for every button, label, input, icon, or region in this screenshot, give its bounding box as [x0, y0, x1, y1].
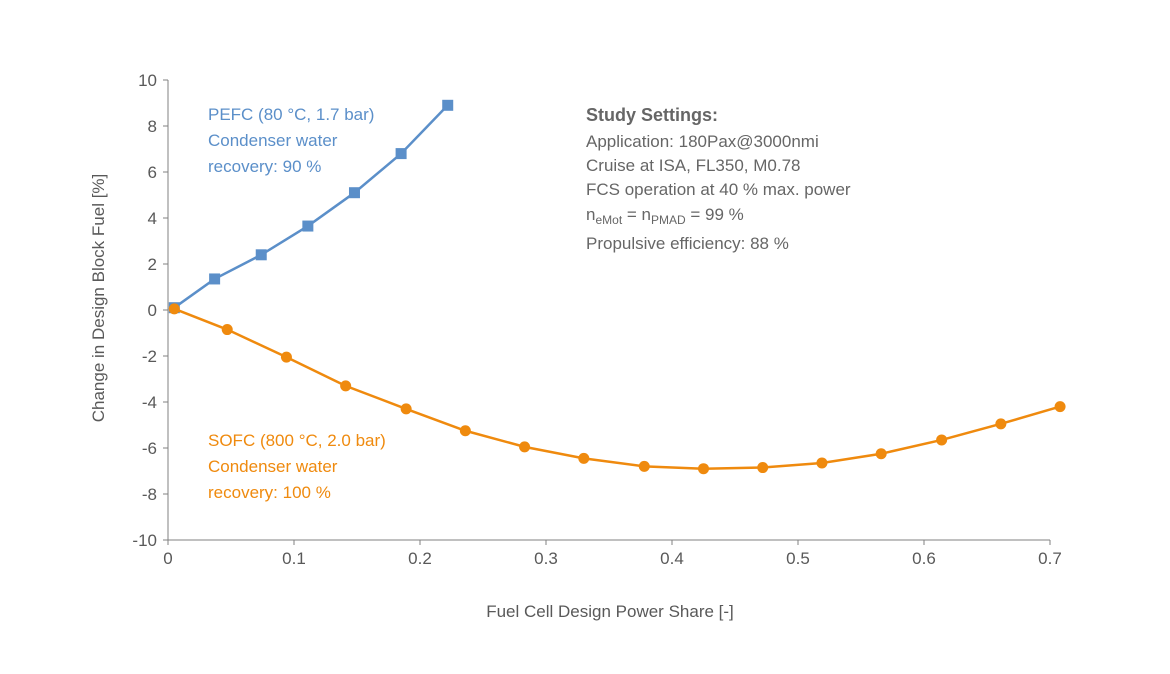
study-settings-line-2: Cruise at ISA, FL350, M0.78: [586, 156, 801, 175]
sofc-point: [280, 351, 292, 363]
pefc-point: [348, 187, 360, 199]
sofc-point: [1054, 401, 1066, 413]
y-tick-label: 2: [148, 255, 157, 274]
eff-value: = 99 %: [686, 205, 744, 224]
sofc-annotation-line-3: recovery: 100 %: [208, 483, 331, 502]
eff-n2: n: [642, 205, 651, 224]
eff-eq: =: [622, 205, 641, 224]
sofc-point: [638, 460, 650, 472]
pefc-point: [302, 220, 314, 232]
study-settings-line-3: FCS operation at 40 % max. power: [586, 180, 851, 199]
eff-sub2: PMAD: [651, 213, 686, 227]
pefc-annotation-line-1: PEFC (80 °C, 1.7 bar): [208, 105, 374, 124]
eff-n1: n: [586, 205, 595, 224]
sofc-point: [459, 425, 471, 437]
sofc-point: [519, 441, 531, 453]
eff-sub1: eMot: [595, 213, 622, 227]
y-tick-label: -10: [132, 531, 157, 550]
study-settings-efficiency-line: neMot = nPMAD = 99 %: [586, 205, 744, 227]
x-tick-label: 0.3: [534, 549, 558, 568]
y-tick-label: 0: [148, 301, 157, 320]
sofc-point: [816, 457, 828, 469]
sofc-point: [578, 452, 590, 464]
sofc-point: [340, 380, 352, 392]
pefc-point: [209, 273, 221, 285]
study-settings-line-5: Propulsive efficiency: 88 %: [586, 234, 789, 253]
sofc-point: [400, 403, 412, 415]
y-tick-label: 6: [148, 163, 157, 182]
y-tick-label: -4: [142, 393, 157, 412]
pefc-point: [442, 99, 454, 111]
y-axis-title: Change in Design Block Fuel [%]: [89, 174, 108, 423]
y-tick-label: 8: [148, 117, 157, 136]
sofc-point: [168, 303, 180, 315]
pefc-annotation-line-2: Condenser water: [208, 131, 338, 150]
sofc-series-line: [173, 307, 1061, 470]
study-settings-line-1: Application: 180Pax@3000nmi: [586, 132, 819, 151]
y-tick-label: -6: [142, 439, 157, 458]
x-tick-label: 0.5: [786, 549, 810, 568]
x-tick-label: 0.2: [408, 549, 432, 568]
study-settings: Study Settings: Application: 180Pax@3000…: [586, 105, 851, 253]
sofc-point: [875, 448, 887, 460]
sofc-annotation-line-2: Condenser water: [208, 457, 338, 476]
x-axis-title: Fuel Cell Design Power Share [-]: [486, 602, 734, 621]
pefc-annotation-line-3: recovery: 90 %: [208, 157, 321, 176]
sofc-point: [221, 324, 233, 336]
x-tick-label: 0.1: [282, 549, 306, 568]
sofc-point: [757, 462, 769, 474]
study-settings-title: Study Settings:: [586, 105, 718, 125]
sofc-point: [995, 418, 1007, 430]
pefc-annotation: PEFC (80 °C, 1.7 bar) Condenser water re…: [208, 105, 374, 176]
x-tick-label: 0: [163, 549, 172, 568]
y-tick-label: 10: [138, 71, 157, 90]
y-tick-label: -8: [142, 485, 157, 504]
sofc-point: [936, 434, 948, 446]
x-tick-label: 0.6: [912, 549, 936, 568]
y-tick-label: 4: [148, 209, 157, 228]
y-tick-label: -2: [142, 347, 157, 366]
series-layer: [168, 99, 1066, 475]
x-tick-label: 0.7: [1038, 549, 1062, 568]
sofc-series: [168, 303, 1066, 475]
sofc-annotation: SOFC (800 °C, 2.0 bar) Condenser water r…: [208, 431, 386, 502]
pefc-point: [255, 249, 267, 261]
sofc-point: [698, 463, 709, 475]
pefc-point: [395, 148, 407, 160]
sofc-annotation-line-1: SOFC (800 °C, 2.0 bar): [208, 431, 386, 450]
x-tick-label: 0.4: [660, 549, 684, 568]
ticks: 10 8 6 4 2 0 -2 -4 -6 -8 -10 0 0.1 0.2 0.3 0.4 0.5 0.6 0.7: [132, 71, 1061, 568]
